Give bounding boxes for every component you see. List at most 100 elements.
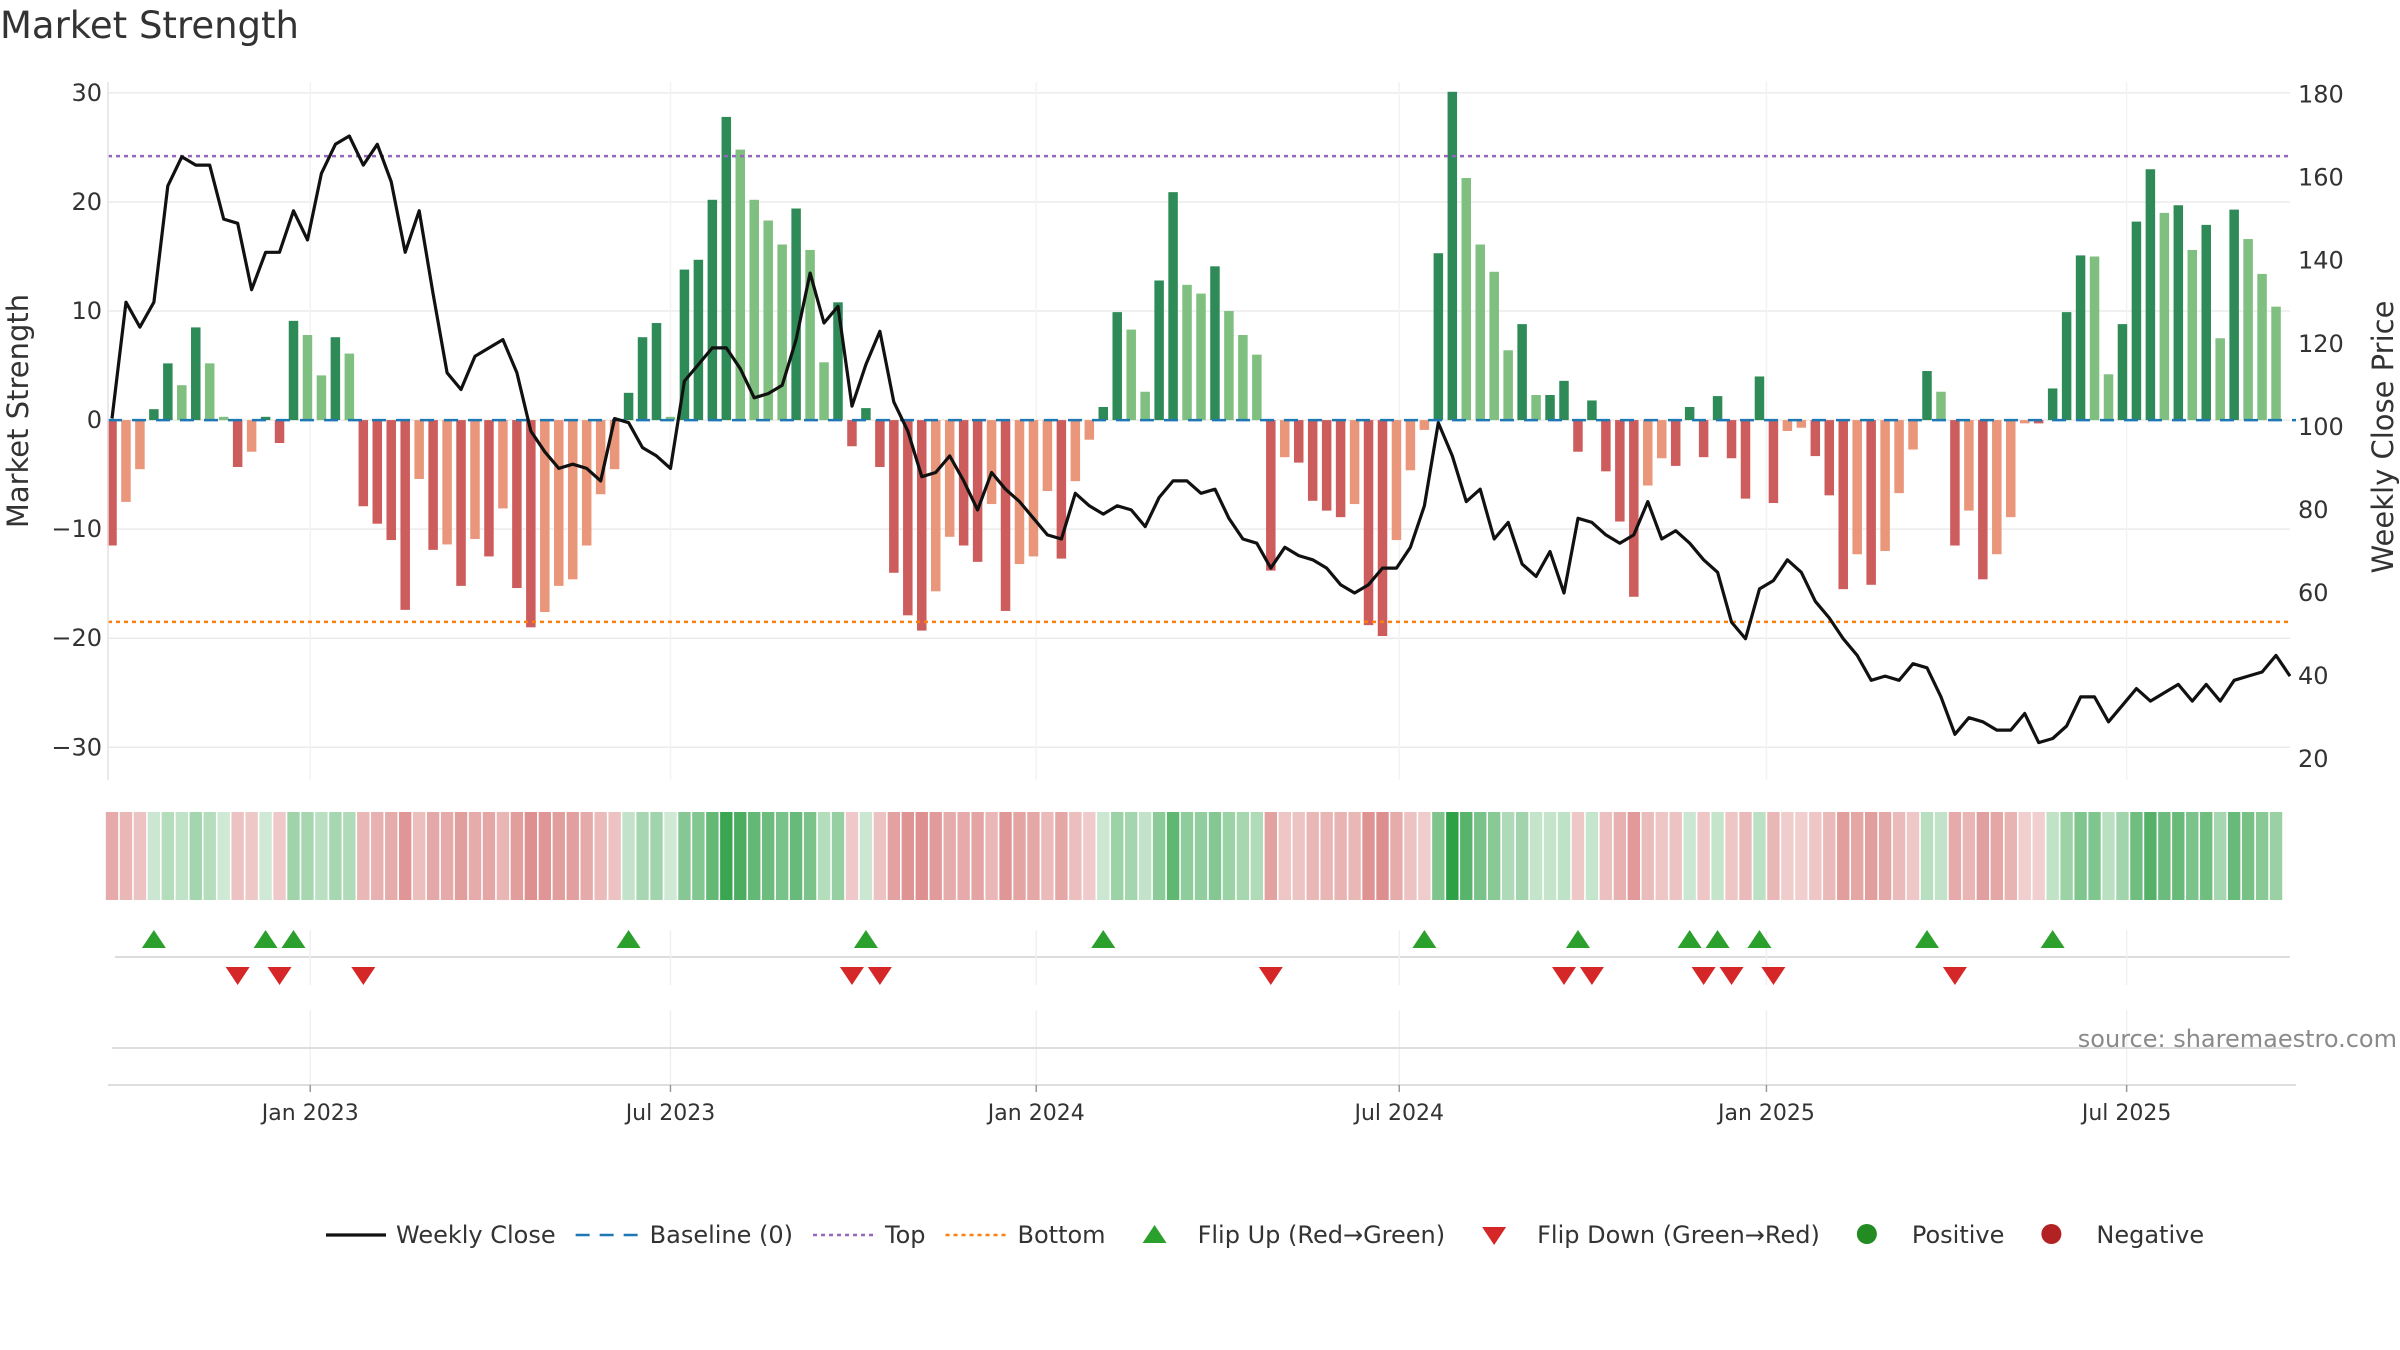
strength-bar — [819, 362, 829, 421]
strength-bar — [1028, 420, 1039, 557]
strip-cell — [133, 812, 147, 900]
y-axis-title: Market Strength — [1, 294, 35, 528]
y2-tick-label: 20 — [2298, 745, 2329, 773]
strip-cell — [692, 812, 705, 900]
strength-heat-strip — [105, 812, 2283, 900]
strength-bar — [2047, 388, 2058, 421]
y-tick-label: 30 — [71, 79, 102, 107]
strength-bar — [1042, 420, 1053, 491]
strip-cell — [1250, 812, 1264, 900]
strength-bar — [1992, 420, 2002, 555]
strength-bar — [651, 323, 662, 421]
strip-cell — [1962, 812, 1976, 900]
strip-cell — [789, 812, 803, 900]
strip-cell — [1543, 812, 1557, 900]
strip-cell — [664, 812, 677, 900]
strength-bar — [1489, 271, 1499, 421]
strip-cell — [1152, 812, 1166, 900]
strength-bar — [1238, 335, 1248, 421]
strength-bar — [1615, 420, 1625, 522]
strip-cell — [510, 812, 524, 900]
strip-cell — [2116, 812, 2129, 900]
strength-bar — [665, 416, 676, 421]
strength-bar — [1419, 420, 1430, 430]
legend-item: Bottom — [945, 1221, 1106, 1249]
legend-item: Baseline (0) — [575, 1221, 793, 1249]
strength-bar — [1712, 396, 1723, 421]
strip-cell — [1264, 812, 1277, 900]
strip-cell — [1683, 812, 1696, 900]
strength-bar — [1587, 400, 1597, 421]
strip-cell — [1362, 812, 1375, 900]
strip-cell — [1041, 812, 1054, 900]
strength-bar — [1168, 192, 1178, 421]
strip-cell — [1460, 812, 1473, 900]
strip-cell — [1557, 812, 1571, 900]
strip-cell — [2255, 812, 2269, 900]
strength-bar — [1098, 407, 1109, 421]
strip-cell — [259, 812, 272, 900]
strip-cell — [1320, 812, 1333, 900]
strip-cell — [552, 812, 565, 900]
strength-bar — [246, 420, 257, 452]
strength-bar — [1000, 420, 1011, 611]
strength-bar — [316, 375, 327, 421]
strength-bar — [1545, 395, 1555, 421]
strength-bar — [609, 420, 620, 470]
flip-up-marker — [253, 930, 278, 948]
strength-bar — [595, 420, 606, 495]
strength-bar — [1154, 280, 1164, 421]
strength-bar — [903, 420, 913, 616]
flip-down-marker — [1942, 967, 1967, 985]
strength-bar — [540, 420, 550, 613]
flip-down-marker — [225, 967, 250, 985]
strength-bar — [2271, 306, 2281, 421]
y2-tick-label: 100 — [2298, 413, 2344, 441]
strength-bar — [679, 269, 690, 421]
weekly-close-line — [110, 134, 2292, 745]
date-tick-label: Jan 2024 — [986, 1101, 1085, 1126]
strip-cell — [1920, 812, 1934, 900]
strength-bar — [1321, 420, 1332, 511]
strip-cell — [2018, 812, 2031, 900]
strip-cell — [385, 812, 398, 900]
strength-bar — [637, 337, 648, 421]
strength-bar — [1014, 420, 1025, 565]
strength-bar — [2243, 239, 2253, 421]
strength-bar — [1070, 420, 1081, 482]
strength-bar — [1335, 420, 1346, 518]
strip-cell — [2130, 812, 2143, 900]
strength-bar — [2257, 273, 2267, 421]
strength-bar — [400, 420, 410, 610]
flip-down-marker — [1761, 967, 1786, 985]
strip-cell — [2186, 812, 2199, 900]
strength-bar — [1280, 420, 1290, 458]
strip-cell — [1515, 812, 1529, 900]
strip-cell — [2060, 812, 2073, 900]
strength-bar — [107, 420, 117, 546]
strength-bar — [861, 408, 871, 421]
strength-bar — [1307, 420, 1318, 501]
strip-cell — [985, 812, 998, 900]
strip-cell — [1432, 812, 1445, 900]
strength-bars — [107, 91, 2281, 637]
strip-cell — [1334, 812, 1347, 900]
flip-down-marker — [839, 967, 864, 985]
strip-cell — [887, 812, 901, 900]
strip-cell — [2269, 812, 2283, 900]
strip-cell — [1236, 812, 1250, 900]
strength-bar — [1768, 420, 1779, 503]
strip-cell — [1180, 812, 1194, 900]
date-tick-label: Jan 2023 — [260, 1101, 359, 1126]
legend-circle-icon — [2041, 1224, 2062, 1244]
strength-bar — [1349, 420, 1360, 505]
strip-cell — [175, 812, 188, 900]
strength-bar — [1210, 266, 1220, 421]
y-tick-label: 10 — [71, 297, 102, 325]
strip-cell — [1753, 812, 1766, 900]
strip-cell — [1906, 812, 1920, 900]
y-tick-label: −10 — [51, 515, 102, 543]
strength-bar — [1740, 420, 1751, 499]
chart-title: Market Strength — [0, 4, 299, 47]
strength-bar — [177, 385, 187, 421]
